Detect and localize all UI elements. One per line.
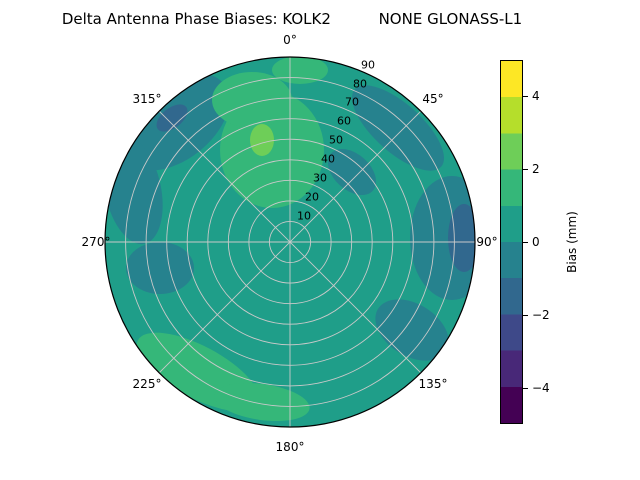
radial-tick-80: 80 xyxy=(353,77,367,91)
colorbar-tick-4: 4 xyxy=(532,89,540,103)
radial-tick-40: 40 xyxy=(321,152,335,166)
colorbar-tickmark xyxy=(523,242,528,243)
colorbar xyxy=(500,60,523,424)
colorbar-tick-2: 2 xyxy=(532,162,540,176)
polar-axes-boundary xyxy=(104,56,476,428)
angular-tick-180: 180° xyxy=(275,440,305,454)
colorbar-tickmark xyxy=(523,169,528,170)
colorbar-axis-label: Bias (mm) xyxy=(565,211,579,273)
contour-positive-regions xyxy=(136,57,328,422)
angular-tick-135: 135° xyxy=(418,377,448,391)
contour-strong-negative-regions xyxy=(156,104,475,272)
colorbar-tick-0: 0 xyxy=(532,235,540,249)
angular-tick-225: 225° xyxy=(132,377,162,391)
radial-tick-20: 20 xyxy=(305,190,319,204)
colorbar-tickmark xyxy=(523,96,528,97)
radial-tick-90: 90 xyxy=(361,58,375,72)
radial-tick-60: 60 xyxy=(337,114,351,128)
radial-tick-30: 30 xyxy=(313,171,327,185)
angular-tick-315: 315° xyxy=(132,92,162,106)
chart-title: Delta Antenna Phase Biases: KOLK2 NONE G… xyxy=(61,10,523,28)
angular-tick-0: 0° xyxy=(283,33,297,47)
angular-tick-45: 45° xyxy=(422,92,444,106)
colorbar-tickmark xyxy=(523,388,528,389)
radial-tick-70: 70 xyxy=(345,95,359,109)
radial-tick-10: 10 xyxy=(297,209,311,223)
colorbar-tick-neg4: −4 xyxy=(532,381,550,395)
radial-tick-50: 50 xyxy=(329,133,343,147)
polar-grid xyxy=(105,57,475,427)
angular-tick-270: 270° xyxy=(81,235,111,249)
contour-high-positive-region xyxy=(250,124,274,156)
colorbar-tick-neg2: −2 xyxy=(532,308,550,322)
colorbar-tickmark xyxy=(523,315,528,316)
angular-tick-90: 90° xyxy=(476,235,498,249)
contour-fill xyxy=(105,57,475,427)
